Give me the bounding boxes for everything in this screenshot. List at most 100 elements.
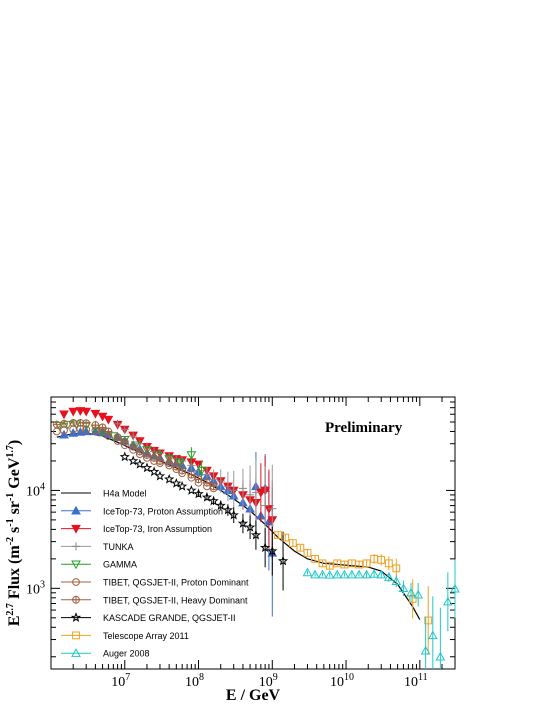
data-point (193, 488, 204, 499)
data-point (176, 480, 188, 491)
marker-cross (135, 447, 144, 456)
data-point (148, 466, 160, 477)
legend-marker (71, 524, 81, 534)
data-point (68, 407, 79, 417)
data-point (288, 539, 297, 547)
data-point (186, 451, 197, 461)
data-point (238, 484, 247, 493)
data-point (81, 407, 92, 417)
marker-cross (150, 453, 159, 462)
data-point (406, 587, 416, 597)
data-point (223, 482, 232, 491)
x-axis-title: E / GeV (226, 687, 281, 704)
data-point (310, 569, 320, 579)
data-point (325, 561, 334, 570)
data-point (104, 427, 113, 436)
data-point (142, 446, 152, 455)
series-layer (52, 407, 460, 669)
data-point (216, 476, 225, 485)
data-point (194, 475, 203, 484)
data-point (296, 543, 305, 552)
data-point (175, 458, 185, 468)
marker-cross (194, 475, 203, 484)
x-tick-label: 109 (259, 672, 278, 690)
data-point (303, 549, 312, 557)
data-point (229, 486, 238, 495)
data-point (244, 521, 256, 532)
y-tick-label: 103 (26, 579, 45, 597)
data-point (120, 437, 129, 446)
data-point (443, 596, 453, 606)
data-point (281, 533, 290, 542)
legend-marker (71, 648, 81, 657)
legend-marker (70, 612, 82, 622)
data-point (376, 569, 387, 579)
y-axis-title: E2.7 Flux (m-2 s-1 sr-1 GeV1.7) (5, 440, 23, 626)
data-point (261, 501, 270, 510)
data-point (142, 451, 151, 460)
data-point (129, 442, 138, 451)
preliminary-label: Preliminary (325, 420, 403, 436)
marker-cross (69, 418, 78, 427)
y-tick-label: 104 (26, 481, 45, 499)
legend-label: Telescope Array 2011 (103, 631, 189, 641)
data-point (119, 435, 130, 445)
data-point (209, 482, 218, 491)
marker-cross (165, 459, 174, 468)
legend-label: H4a Model (103, 489, 147, 499)
data-point (187, 470, 196, 479)
data-point (154, 470, 166, 481)
data-point (59, 410, 69, 420)
data-point (259, 542, 271, 553)
legend-label: TUNKA (103, 542, 134, 552)
data-point (134, 458, 145, 469)
legend-label: IceTop-73, Iron Assumption (103, 524, 212, 534)
data-point (413, 589, 424, 599)
data-point (208, 495, 219, 506)
legend-label: KASCADE GRANDE, QGSJET-II (103, 613, 236, 623)
data-point (361, 569, 372, 579)
series-6 (52, 418, 218, 491)
data-point (91, 421, 100, 430)
data-point (90, 409, 101, 419)
data-point (186, 484, 197, 495)
data-point (171, 477, 182, 488)
data-point (69, 418, 78, 427)
data-point (324, 569, 335, 579)
data-point (129, 431, 138, 440)
data-point (362, 559, 371, 568)
plot-frame (50, 396, 456, 670)
marker-cross (187, 470, 196, 479)
data-point (196, 466, 207, 476)
data-point (246, 490, 255, 499)
data-point (277, 555, 289, 566)
data-point (152, 451, 163, 461)
data-point (59, 429, 69, 439)
data-point (369, 568, 379, 578)
data-point (113, 419, 122, 428)
data-point (267, 545, 278, 556)
marker-cross (209, 482, 218, 491)
data-point (128, 455, 139, 466)
data-point (302, 567, 313, 577)
legend-marker (71, 505, 81, 515)
data-point (424, 616, 433, 625)
data-point (250, 529, 262, 540)
legend-marker (72, 595, 80, 604)
data-point (178, 466, 187, 475)
data-point (202, 478, 211, 487)
legend-marker (72, 578, 80, 586)
x-tick-label: 1011 (404, 672, 428, 690)
data-point (81, 426, 92, 436)
data-point (332, 569, 343, 579)
series-7 (119, 451, 289, 591)
marker-cross (52, 420, 61, 429)
data-point (209, 475, 218, 484)
data-point (427, 630, 438, 640)
series-9 (302, 559, 460, 669)
legend-label: TIBET, QGSJET-II, Heavy Dominant (103, 595, 248, 605)
legend-label: TIBET, QGSJET-II, Proton Dominant (103, 578, 249, 588)
data-point (119, 451, 130, 462)
data-point (202, 470, 211, 479)
data-point (141, 462, 153, 473)
